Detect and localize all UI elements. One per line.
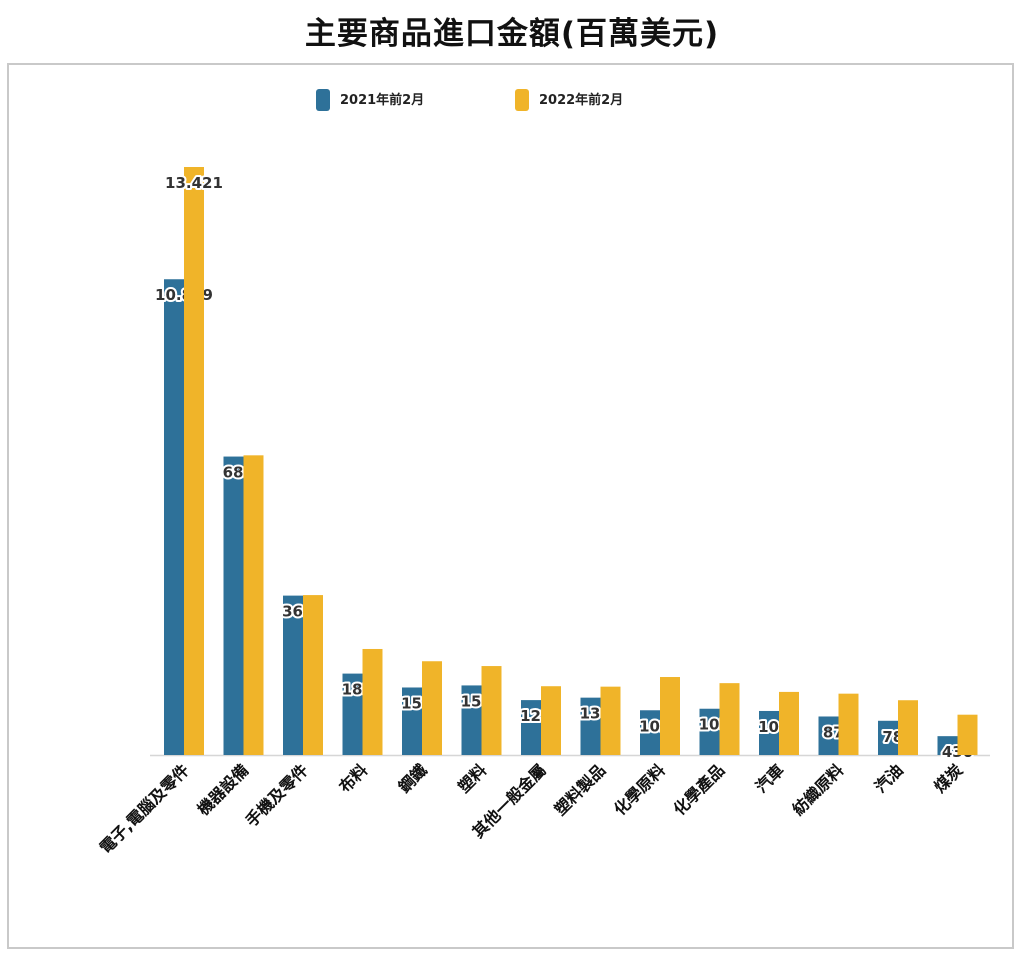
category-label-3: 布料: [335, 760, 371, 796]
category-label-2: 手機及零件: [242, 760, 312, 830]
bar-2021-1[interactable]: [223, 456, 244, 755]
category-label-11: 紡織原料: [789, 760, 848, 819]
bar-2021-11[interactable]: [818, 716, 839, 755]
bar-2021-7[interactable]: [580, 697, 601, 755]
bar-2022-3[interactable]: [362, 648, 383, 755]
bar-2022-4[interactable]: [422, 661, 442, 755]
bar-2022-6[interactable]: [541, 686, 561, 755]
category-label-9: 化學產品: [670, 760, 729, 819]
category-label-5: 塑料: [454, 760, 490, 796]
category-label-4: 鋼鐵: [394, 760, 431, 797]
bar-2021-5[interactable]: [461, 685, 482, 755]
bar-2022-8[interactable]: [660, 677, 680, 755]
bar-2022-9[interactable]: [719, 683, 740, 755]
bar-2021-13[interactable]: [937, 736, 958, 755]
bar-2021-10[interactable]: [759, 710, 779, 755]
category-label-0: 電子,電腦及零件: [96, 760, 193, 857]
chart-frame: [7, 63, 1014, 949]
bar-2021-12[interactable]: [878, 720, 898, 755]
legend-swatch-2022: [515, 89, 529, 111]
bar-2022-0[interactable]: [184, 167, 204, 755]
bar-2022-5[interactable]: [481, 666, 502, 755]
bar-2021-2[interactable]: [283, 595, 303, 755]
bar-2022-12[interactable]: [898, 700, 918, 755]
category-label-8: 化學原料: [610, 760, 669, 819]
legend-swatch-2021: [316, 89, 330, 111]
bar-2021-4[interactable]: [402, 687, 422, 755]
bar-2021-3[interactable]: [342, 673, 363, 755]
bar-2021-6[interactable]: [521, 700, 541, 755]
category-label-7: 塑料製品: [551, 760, 610, 819]
category-label-13: 煤炭: [930, 760, 966, 796]
category-label-12: 汽油: [871, 760, 907, 796]
category-label-10: 汽車: [752, 760, 788, 796]
bar-2021-0[interactable]: [164, 279, 184, 755]
bar-2021-8[interactable]: [640, 710, 660, 755]
bar-2021-9[interactable]: [699, 708, 720, 755]
bar-2022-2[interactable]: [303, 595, 323, 755]
chart-title: 主要商品進口金額(百萬美元): [304, 16, 720, 52]
data-label-2022-0: 13.421: [165, 174, 223, 192]
category-label-1: 機器設備: [194, 760, 253, 819]
bar-2022-10[interactable]: [779, 691, 799, 755]
bar-2022-11[interactable]: [838, 693, 859, 755]
legend-label-2021: 2021年前2月: [340, 93, 425, 108]
legend-label-2022: 2022年前2月: [539, 93, 624, 108]
bar-2022-13[interactable]: [957, 714, 978, 755]
bar-2022-1[interactable]: [243, 455, 264, 755]
bar-2022-7[interactable]: [600, 686, 621, 755]
